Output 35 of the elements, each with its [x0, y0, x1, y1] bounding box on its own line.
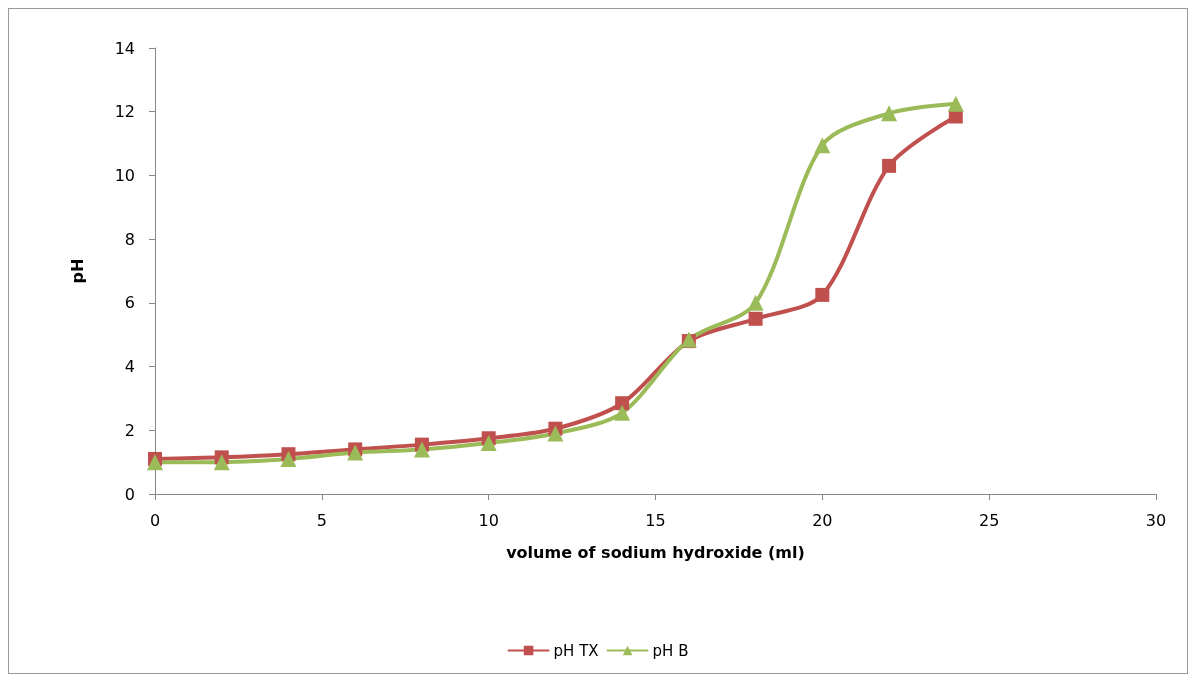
- x-tick-label: 10: [478, 510, 499, 530]
- x-tick-label: 30: [1145, 510, 1167, 530]
- x-tick-label: 20: [812, 510, 833, 530]
- point: [147, 454, 163, 471]
- point: [881, 105, 898, 122]
- x-tick-label: 25: [978, 510, 1000, 530]
- point: [280, 450, 297, 467]
- y-tick-label: 10: [114, 165, 135, 185]
- point: [614, 404, 631, 421]
- point: [213, 454, 230, 471]
- legend-label: pH TX: [553, 641, 599, 660]
- y-tick-label: 6: [124, 293, 135, 313]
- y-tick-label: 2: [124, 420, 135, 440]
- point: [947, 95, 964, 112]
- y-axis-title: pH: [67, 258, 87, 284]
- legend-label: pH B: [652, 641, 689, 660]
- x-tick-label: 0: [149, 510, 161, 530]
- point: [547, 425, 564, 442]
- point: [615, 396, 630, 411]
- point: [814, 137, 831, 154]
- x-tick-label: 5: [316, 510, 327, 530]
- point: [347, 444, 364, 461]
- y-tick-label: 4: [124, 357, 135, 377]
- point: [882, 158, 897, 173]
- y-tick-label: 8: [124, 229, 135, 249]
- x-axis-title: volume of sodium hydroxide (ml): [506, 542, 805, 562]
- point: [413, 441, 430, 458]
- x-tick-label: 15: [645, 510, 666, 530]
- y-tick-label: 0: [124, 484, 135, 504]
- point: [815, 287, 830, 302]
- y-tick-label: 14: [114, 38, 135, 58]
- point: [747, 294, 764, 311]
- point: [480, 435, 497, 452]
- point: [748, 311, 763, 326]
- y-tick-label: 12: [114, 102, 135, 122]
